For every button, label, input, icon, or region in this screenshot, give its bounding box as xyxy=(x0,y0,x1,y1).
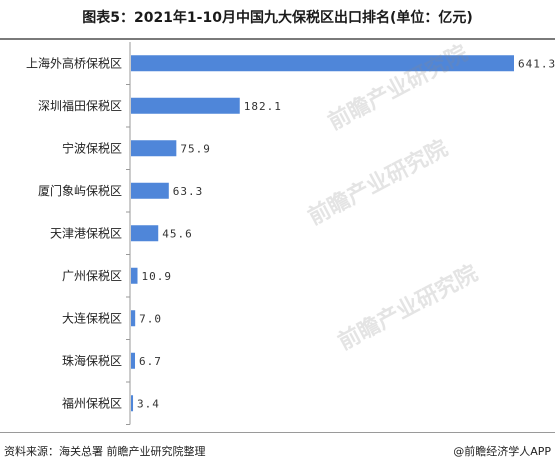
data-label: 6.7 xyxy=(139,355,162,368)
bar xyxy=(131,267,138,284)
category-label: 天津港保税区 xyxy=(50,226,122,240)
category-label: 宁波保税区 xyxy=(62,140,122,155)
data-label: 10.9 xyxy=(142,270,173,283)
data-label: 182.1 xyxy=(244,100,282,113)
bar xyxy=(131,55,514,72)
data-label: 45.6 xyxy=(162,227,193,240)
category-label: 珠海保税区 xyxy=(62,353,122,368)
bar xyxy=(131,395,134,412)
title-divider xyxy=(0,38,555,40)
category-label: 大连保税区 xyxy=(62,310,122,325)
category-label: 广州保税区 xyxy=(62,269,122,283)
data-label: 641.3 xyxy=(518,57,555,70)
category-label: 厦门象屿保税区 xyxy=(38,183,122,198)
data-label: 75.9 xyxy=(180,142,211,155)
bar xyxy=(131,225,159,242)
brand-credit: @前瞻经济学人APP xyxy=(453,445,551,458)
category-label: 上海外高桥保税区 xyxy=(26,55,122,70)
data-label: 3.4 xyxy=(137,397,160,410)
bar xyxy=(131,310,136,327)
bar xyxy=(131,352,136,369)
footer-divider xyxy=(0,432,555,433)
category-label: 福州保税区 xyxy=(62,395,122,410)
chart-title: 图表5：2021年1-10月中国九大保税区出口排名(单位：亿元) xyxy=(82,10,473,26)
category-label: 深圳福田保税区 xyxy=(38,98,122,113)
data-label: 63.3 xyxy=(173,185,204,198)
bar-chart-svg: 上海外高桥保税区 641.3 深圳福田保税区 182.1 宁波保税区 75.9 厦门象屿保税… xyxy=(26,42,555,425)
bar-chart: 上海外高桥保税区 641.3 深圳福田保税区 182.1 宁波保税区 75.9 厦门象屿保税… xyxy=(0,40,555,430)
bar xyxy=(131,182,169,199)
bar xyxy=(131,140,177,157)
data-label: 7.0 xyxy=(139,312,162,325)
source-note: 资料来源：海关总署 前瞻产业研究院整理 xyxy=(4,445,206,458)
bar xyxy=(131,97,240,114)
